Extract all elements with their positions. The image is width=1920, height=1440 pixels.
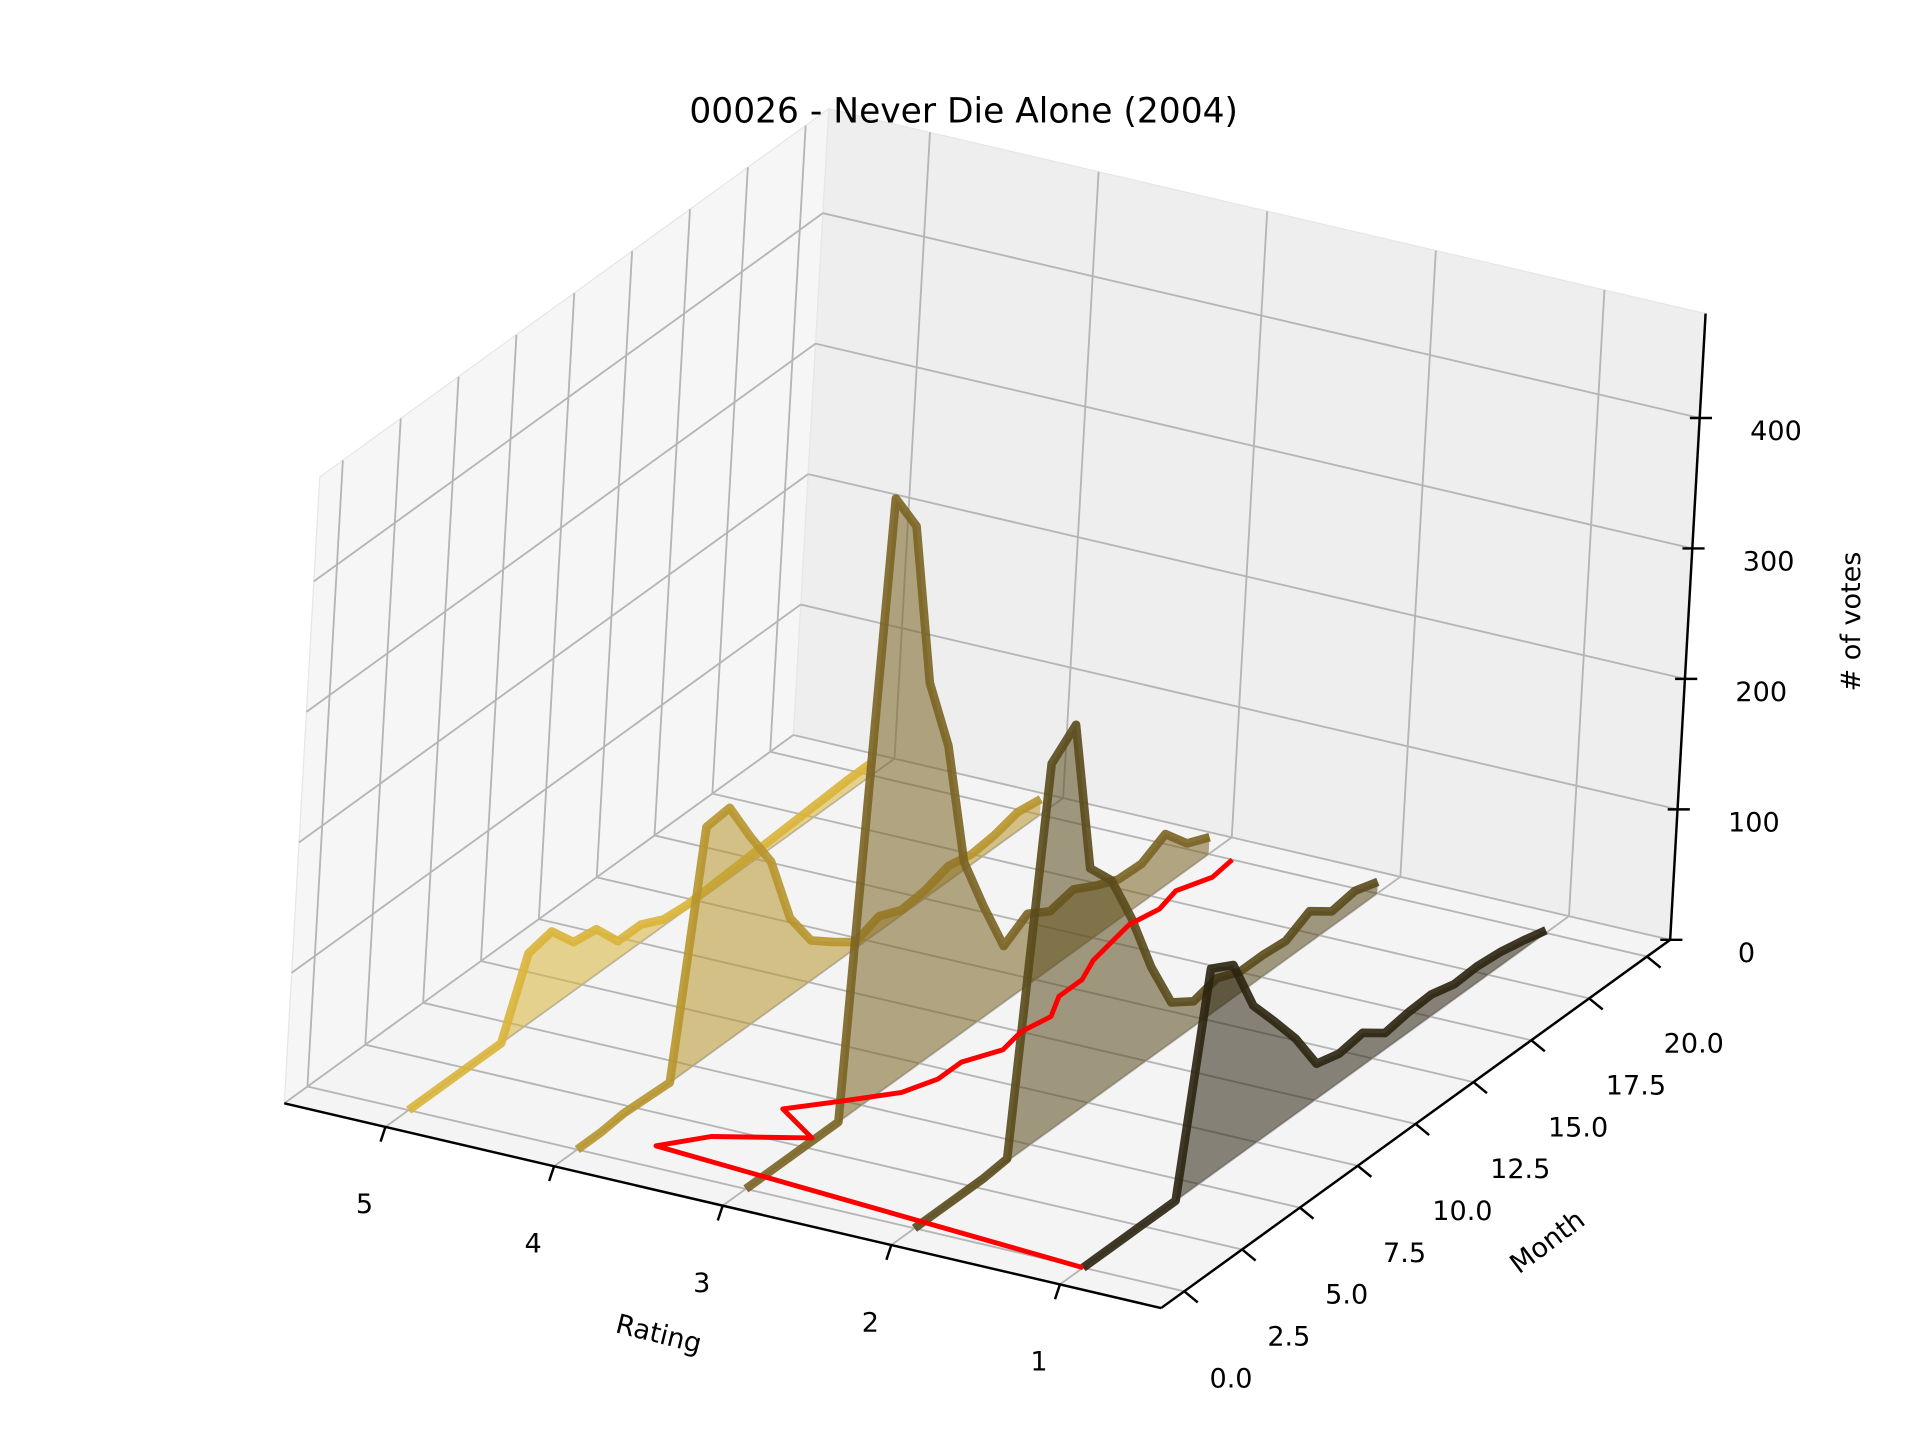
- y-tick-label: 10.0: [1432, 1196, 1492, 1227]
- series-line: [406, 758, 875, 1114]
- grid-line: [291, 603, 802, 974]
- x-tick-label: 3: [693, 1268, 710, 1299]
- z-axis-line: [1668, 313, 1707, 940]
- y-tick: [1357, 1164, 1373, 1178]
- x-tick: [1053, 1284, 1062, 1300]
- y-tick: [1299, 1206, 1315, 1220]
- y-axis-label: Month: [1505, 1204, 1591, 1280]
- y-tick-label: 2.5: [1267, 1322, 1310, 1353]
- z-tick-label: 200: [1735, 677, 1787, 708]
- y-tick-label: 5.0: [1325, 1280, 1368, 1311]
- z-tick-label: 300: [1743, 547, 1795, 578]
- y-tick-label: 17.5: [1606, 1071, 1666, 1102]
- series-line: [743, 494, 1211, 1193]
- z-tick-label: 100: [1728, 808, 1780, 839]
- z-tick-label: 400: [1750, 416, 1802, 447]
- z-axis-label: # of votes: [1836, 552, 1867, 692]
- x-axis-line: [284, 1102, 1162, 1310]
- x-tick-label: 4: [525, 1229, 542, 1260]
- mean-rating-line: [653, 857, 1234, 1271]
- grid-line: [305, 342, 817, 713]
- y-axis-line: [1160, 938, 1671, 1310]
- chart-title: 00026 - Never Die Alone (2004): [689, 92, 1238, 132]
- series-area: [408, 762, 873, 1111]
- y-tick-label: 0.0: [1209, 1363, 1252, 1394]
- y-tick: [1472, 1081, 1488, 1095]
- y-tick-label: 7.5: [1383, 1238, 1426, 1269]
- x-tick: [379, 1126, 387, 1143]
- series-line: [911, 720, 1380, 1232]
- x-tick-label: 1: [1030, 1347, 1047, 1378]
- grid-line: [822, 212, 1700, 419]
- x-tick-label: 2: [862, 1307, 879, 1338]
- series-area: [745, 498, 1210, 1189]
- y-tick: [1241, 1248, 1257, 1262]
- grid-line: [807, 473, 1686, 680]
- x-tick: [716, 1205, 724, 1221]
- y-tick: [1530, 1039, 1546, 1053]
- y-tick: [1183, 1290, 1199, 1304]
- grid-line: [298, 473, 809, 844]
- y-tick: [1414, 1122, 1430, 1136]
- z-tick-label: 0: [1738, 938, 1755, 969]
- y-tick: [1588, 997, 1604, 1011]
- y-tick-label: 15.0: [1548, 1112, 1608, 1143]
- x-axis-label: Rating: [613, 1309, 705, 1360]
- grid-line: [800, 603, 1678, 811]
- x-tick-label: 5: [356, 1189, 373, 1220]
- series-area: [577, 799, 1041, 1150]
- series-area: [914, 724, 1378, 1229]
- grid-line: [283, 734, 794, 1105]
- grid-line: [815, 342, 1693, 550]
- x-tick: [548, 1165, 556, 1182]
- y-tick-label: 20.0: [1664, 1029, 1724, 1060]
- y-tick-label: 12.5: [1490, 1154, 1550, 1185]
- y-tick: [1646, 955, 1662, 969]
- x-tick: [885, 1244, 893, 1261]
- grid-line: [313, 212, 824, 583]
- series-line: [1080, 926, 1548, 1272]
- series-area: [1083, 930, 1546, 1268]
